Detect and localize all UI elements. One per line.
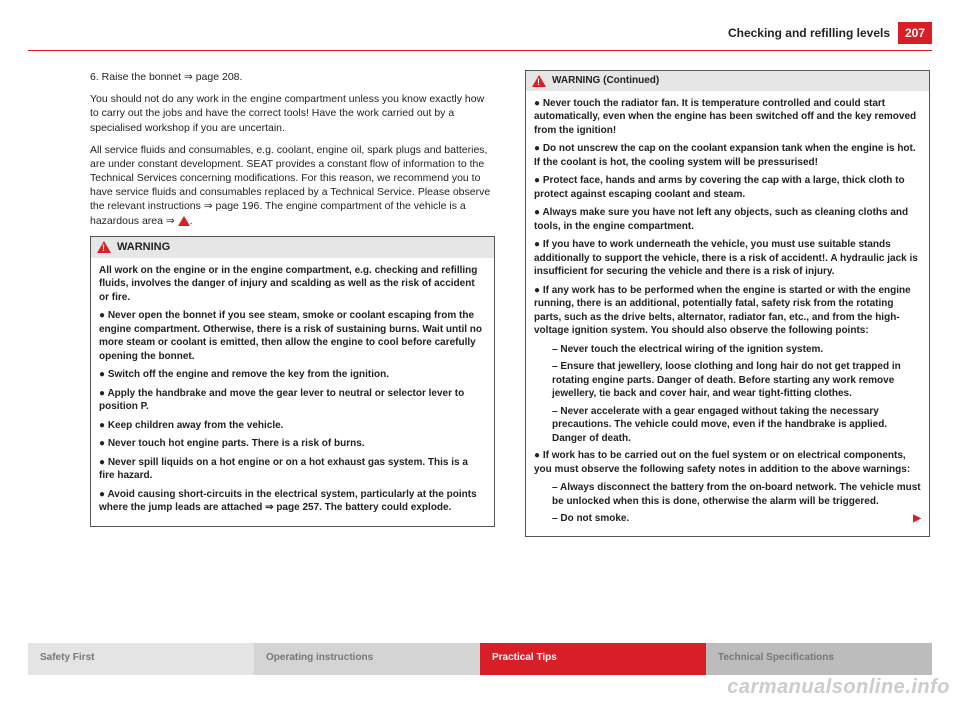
body-para-2: All service fluids and consumables, e.g.… [90,143,495,228]
warning-title: WARNING [117,240,170,255]
warning-triangle-icon [178,216,190,226]
warn-item: Never touch the radiator fan. It is temp… [534,97,921,138]
header-rule [28,50,932,51]
left-column: 6. Raise the bonnet ⇒ page 208. You shou… [90,70,495,621]
continue-arrow-icon: ▶ [913,512,921,526]
warn-subitem: Do not smoke.▶ [552,512,921,526]
warning-header: WARNING [91,237,494,258]
warn-item: Avoid causing short-circuits in the elec… [99,488,486,515]
warn-item: Switch off the engine and remove the key… [99,368,486,382]
warn-item: Never touch hot engine parts. There is a… [99,437,486,451]
warning-body: Never touch the radiator fan. It is temp… [526,91,929,536]
warning-box-right: WARNING (Continued) Never touch the radi… [525,70,930,537]
content-columns: 6. Raise the bonnet ⇒ page 208. You shou… [90,70,930,621]
warning-box-left: WARNING All work on the engine or in the… [90,236,495,527]
warn-subitem: Always disconnect the battery from the o… [552,481,921,508]
section-title: Checking and refilling levels [728,26,890,40]
warn-subitem: Ensure that jewellery, loose clothing an… [552,360,921,401]
tab-safety-first[interactable]: Safety First [28,643,254,675]
warn-item: If you have to work underneath the vehic… [534,238,921,279]
warning-body: All work on the engine or in the engine … [91,258,494,526]
right-column: WARNING (Continued) Never touch the radi… [525,70,930,621]
warn-item: Never open the bonnet if you see steam, … [99,309,486,363]
warn-item: If work has to be carried out on the fue… [534,449,921,476]
body-para-1: You should not do any work in the engine… [90,92,495,135]
warning-header-continued: WARNING (Continued) [526,71,929,91]
warn-item: Always make sure you have not left any o… [534,206,921,233]
watermark: carmanualsonline.info [727,676,950,699]
warn-subitem: Never touch the electrical wiring of the… [552,343,921,357]
tab-operating-instructions[interactable]: Operating instructions [254,643,480,675]
warn-subitem: Never accelerate with a gear engaged wit… [552,405,921,446]
tab-technical-specifications[interactable]: Technical Specifications [706,643,932,675]
page-number-box: 207 [898,22,932,44]
warn-item: Do not unscrew the cap on the coolant ex… [534,142,921,169]
step-line: 6. Raise the bonnet ⇒ page 208. [90,70,495,84]
warn-item: Never spill liquids on a hot engine or o… [99,456,486,483]
tab-practical-tips[interactable]: Practical Tips [480,643,706,675]
warn-item: Protect face, hands and arms by covering… [534,174,921,201]
warn-item: Keep children away from the vehicle. [99,419,486,433]
bottom-tab-bar: Safety First Operating instructions Prac… [28,643,932,675]
warning-title: WARNING (Continued) [552,74,659,88]
warning-triangle-icon [97,241,111,253]
warn-item: Apply the handbrake and move the gear le… [99,387,486,414]
warning-triangle-icon [532,75,546,87]
warn-item: If any work has to be performed when the… [534,284,921,338]
warn-item: All work on the engine or in the engine … [99,264,486,305]
